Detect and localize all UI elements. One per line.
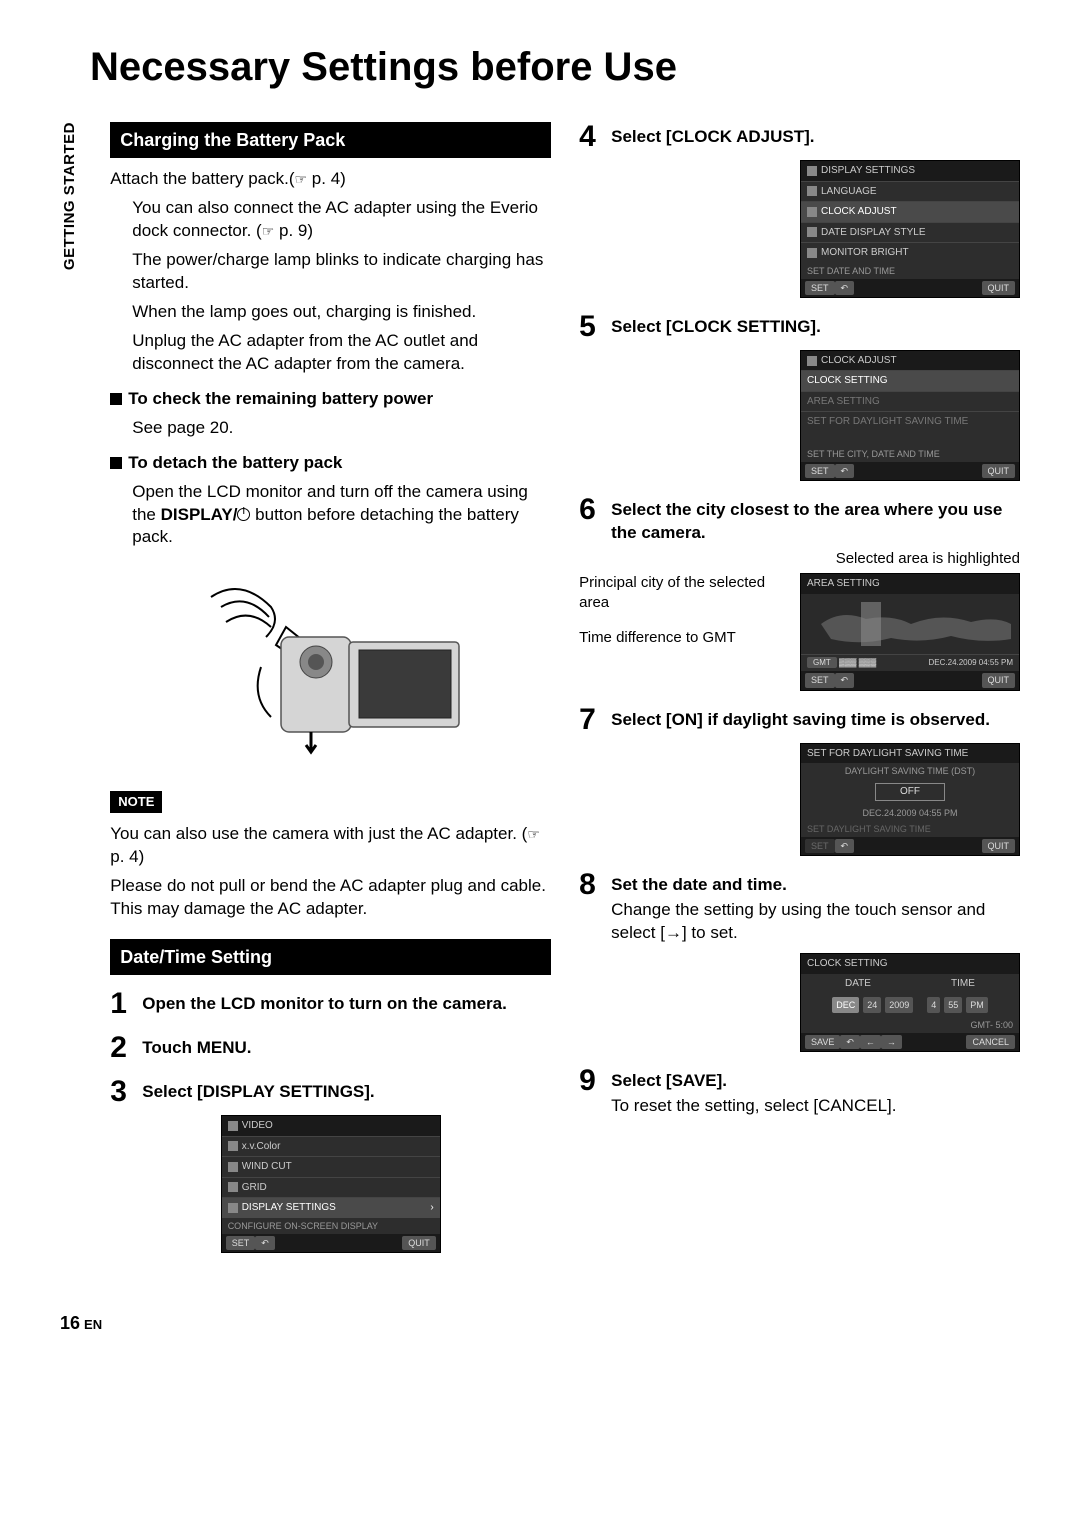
reference-icon: ☞ (295, 170, 308, 189)
menu-dst: SET FOR DAYLIGHT SAVING TIME DAYLIGHT SA… (800, 743, 1020, 857)
step-number: 8 (579, 870, 601, 900)
step-title: Select [CLOCK ADJUST]. (611, 126, 1020, 149)
text: See page 20. (110, 417, 551, 440)
step-body: To reset the setting, select [CANCEL]. (611, 1095, 1020, 1118)
datetime-header: Date/Time Setting (110, 939, 551, 975)
step-number: 3 (110, 1077, 132, 1107)
section-tab: GETTING STARTED (60, 122, 80, 270)
charging-header: Charging the Battery Pack (110, 122, 551, 158)
text: p. 9) (274, 221, 313, 240)
step-number: 2 (110, 1033, 132, 1063)
video-icon (228, 1121, 238, 1131)
text: You can also use the camera with just th… (110, 824, 527, 843)
text: You can also connect the AC adapter usin… (132, 198, 538, 240)
annotation: Principal city of the selected area (579, 573, 790, 614)
text: Unplug the AC adapter from the AC outlet… (110, 330, 551, 376)
step-title: Touch MENU. (142, 1037, 551, 1060)
text: The power/charge lamp blinks to indicate… (110, 249, 551, 295)
text: Attach the battery pack.( (110, 169, 294, 188)
step-title: Open the LCD monitor to turn on the came… (142, 993, 551, 1016)
display-icon (807, 166, 817, 176)
page-title: Necessary Settings before Use (90, 40, 1020, 94)
reference-icon: ☞ (527, 825, 540, 844)
step-title: Select [SAVE]. (611, 1070, 1020, 1093)
world-map (801, 594, 1019, 654)
text: DISPLAY/ (161, 505, 238, 524)
step-title: Select the city closest to the area wher… (611, 499, 1020, 545)
language-icon (807, 186, 817, 196)
step-number: 7 (579, 705, 601, 735)
right-column: 4 Select [CLOCK ADJUST]. DISPLAY SETTING… (579, 122, 1020, 1261)
menu-clock-setting-values: CLOCK SETTING DATETIME DEC 24 2009 4 55 … (800, 953, 1020, 1052)
xvcolor-icon (228, 1141, 238, 1151)
display-icon (228, 1203, 238, 1213)
power-icon (237, 508, 250, 521)
text: p. 4) (110, 847, 144, 866)
text: When the lamp goes out, charging is fini… (110, 301, 551, 324)
clock-icon (807, 356, 817, 366)
step-body: Change the setting by using the touch se… (611, 899, 1020, 945)
date-icon (807, 227, 817, 237)
clock-icon (807, 207, 817, 217)
note-label: NOTE (110, 791, 162, 813)
page-footer: 16EN (60, 1311, 1020, 1335)
annotation: Selected area is highlighted (579, 549, 1020, 569)
menu-display-settings: VIDEO x.v.Color WIND CUT GRID DISPLAY SE… (221, 1115, 441, 1253)
left-column: Charging the Battery Pack Attach the bat… (110, 122, 551, 1261)
step-title: Set the date and time. (611, 874, 1020, 897)
annotation: Time difference to GMT (579, 628, 790, 648)
menu-clock-adjust: DISPLAY SETTINGS LANGUAGE CLOCK ADJUST D… (800, 160, 1020, 298)
menu-area-setting: AREA SETTING GMT ▓▓▓ ▓▓▓ DEC.24.2009 04:… (800, 573, 1020, 690)
step-number: 9 (579, 1066, 601, 1096)
subheading: To check the remaining battery power (110, 388, 551, 411)
step-number: 6 (579, 495, 601, 525)
reference-icon: ☞ (262, 222, 275, 241)
grid-icon (228, 1182, 238, 1192)
text: Please do not pull or bend the AC adapte… (110, 875, 551, 921)
brightness-icon (807, 248, 817, 258)
text: p. 4) (307, 169, 346, 188)
step-title: Select [DISPLAY SETTINGS]. (142, 1081, 551, 1104)
subheading: To detach the battery pack (110, 452, 551, 475)
windcut-icon (228, 1162, 238, 1172)
step-title: Select [CLOCK SETTING]. (611, 316, 1020, 339)
step-number: 1 (110, 989, 132, 1019)
step-number: 4 (579, 122, 601, 152)
step-number: 5 (579, 312, 601, 342)
menu-clock-setting: CLOCK ADJUST CLOCK SETTING AREA SETTING … (800, 350, 1020, 481)
step-title: Select [ON] if daylight saving time is o… (611, 709, 1020, 732)
camera-illustration (191, 567, 471, 767)
